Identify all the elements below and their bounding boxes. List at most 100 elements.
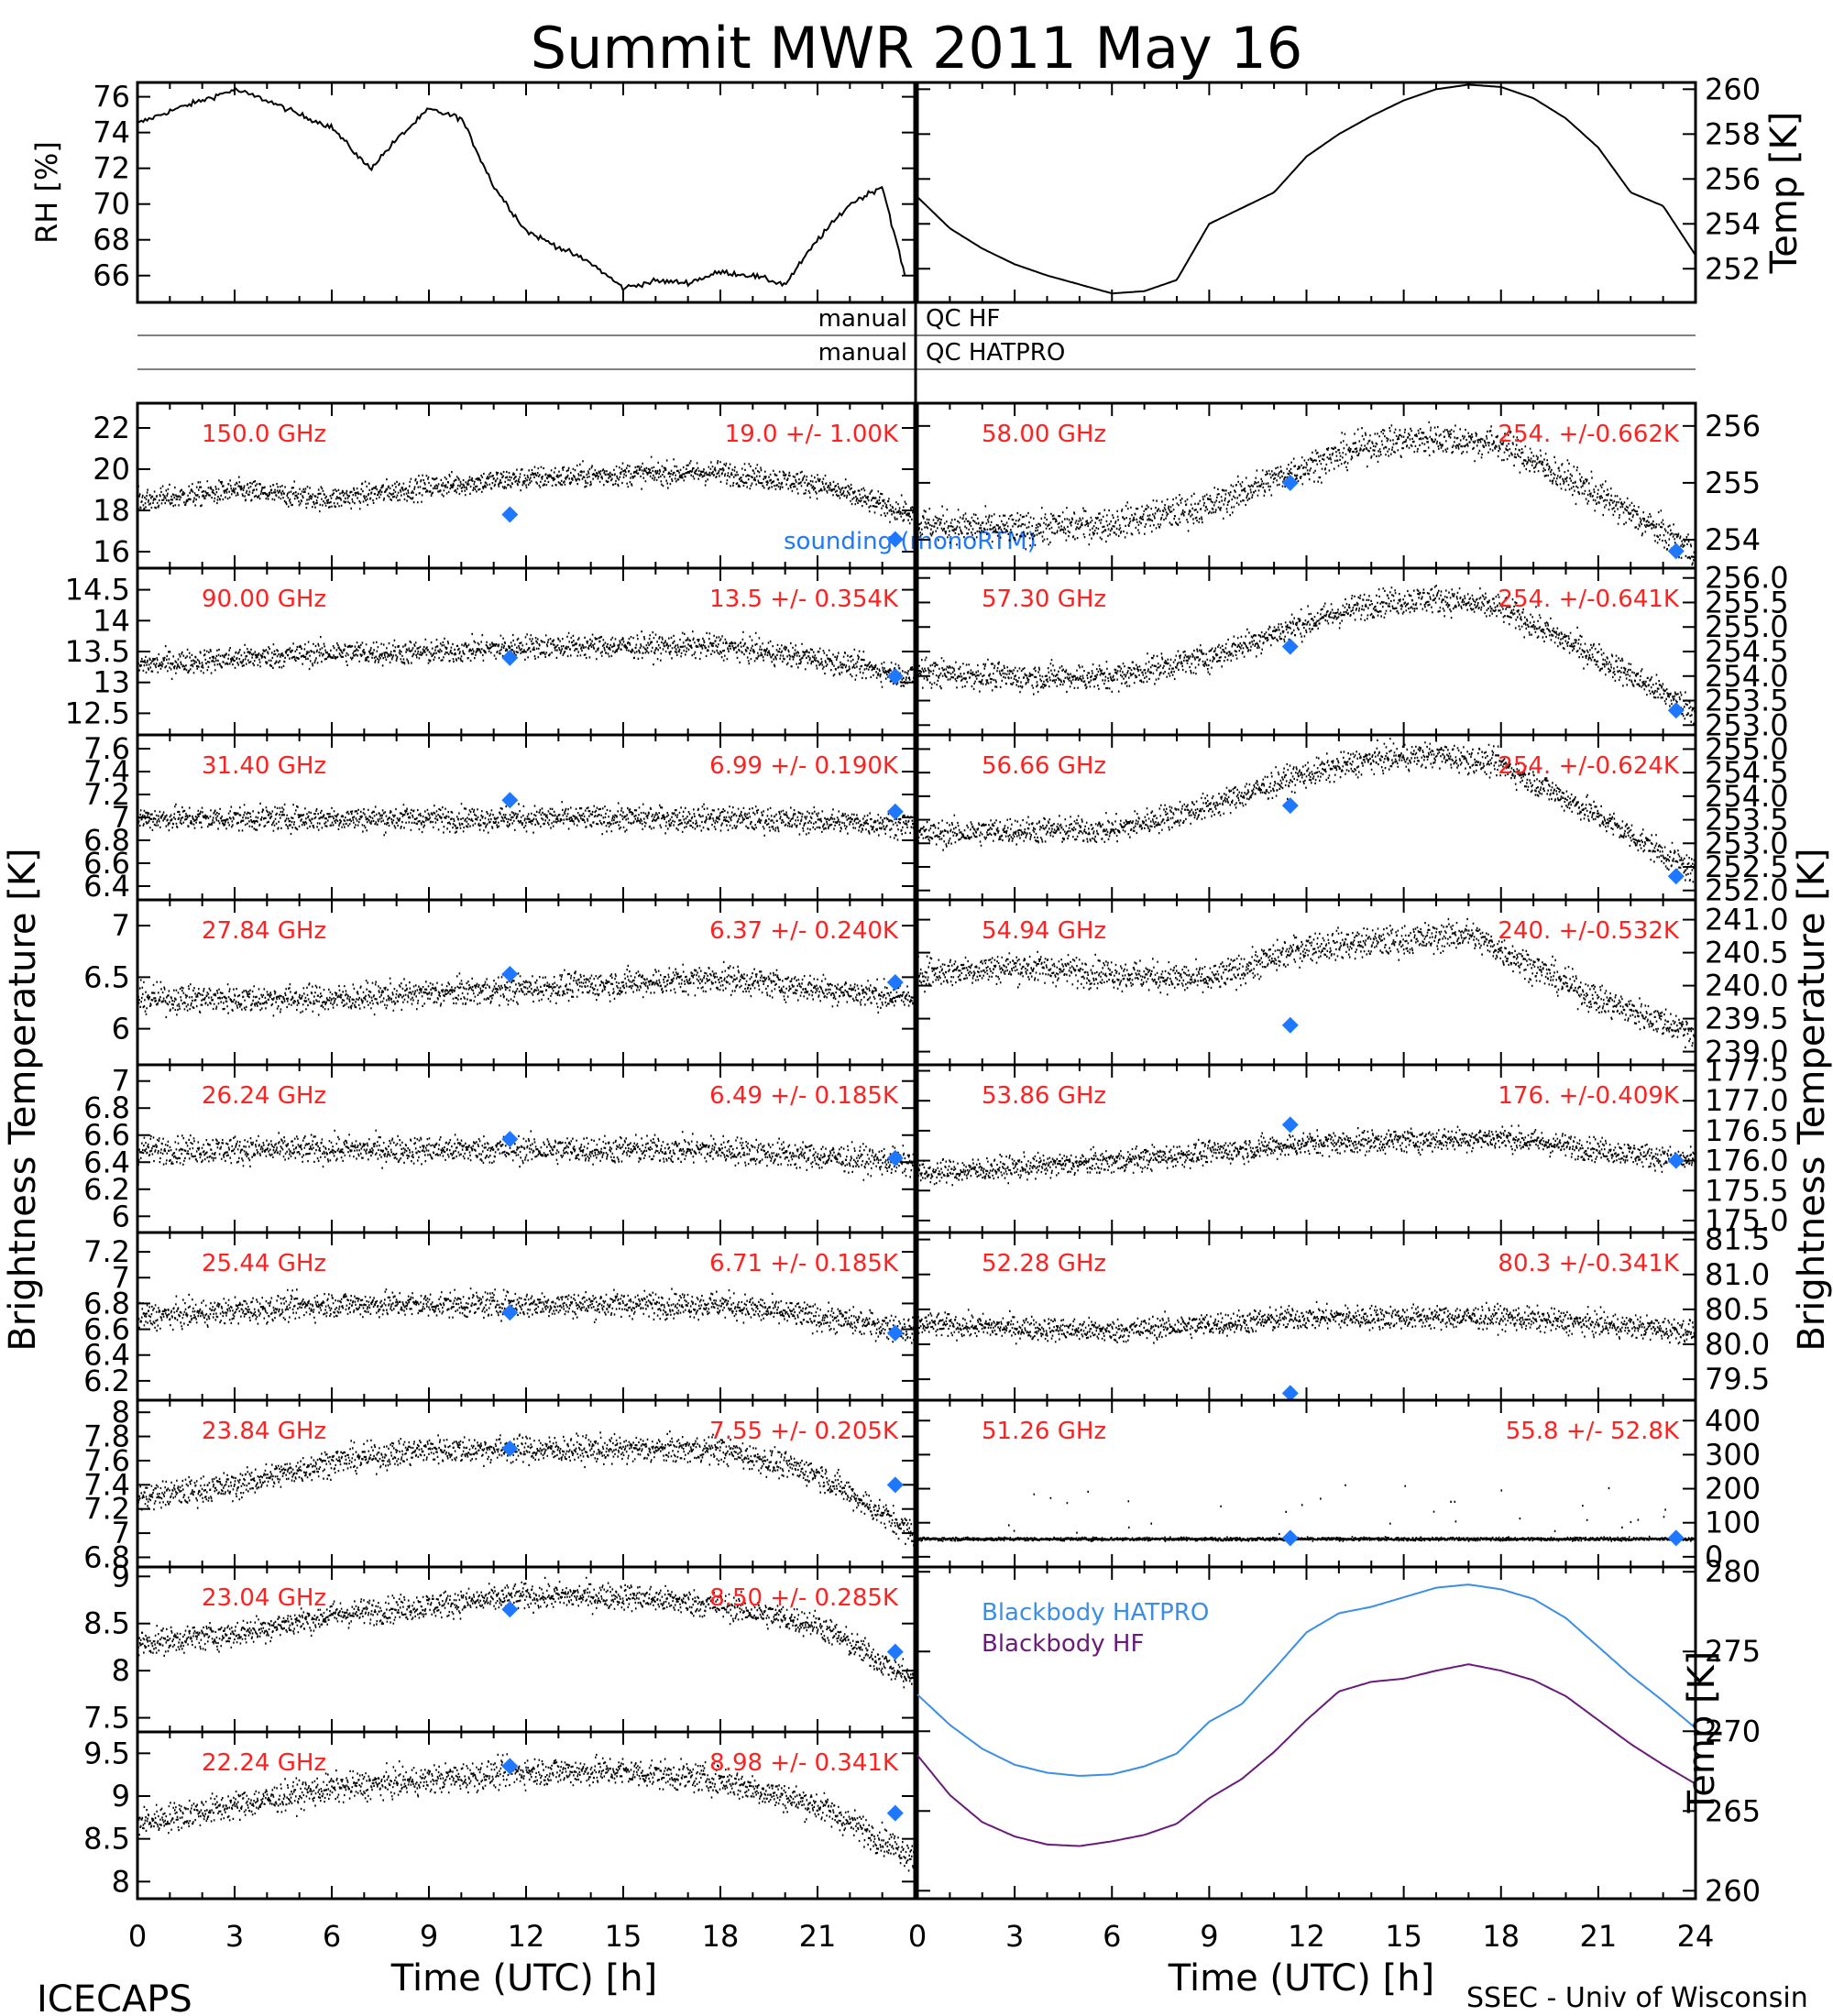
x-tick-label: 0 — [128, 1919, 147, 1954]
y-tick-label: 7.6 — [83, 1443, 130, 1478]
y-tick-label: 6.5 — [83, 959, 130, 994]
y-tick-label: 6.4 — [83, 1338, 130, 1373]
y-tick-label: 253.5 — [1705, 803, 1789, 838]
sounding-marker — [886, 1149, 904, 1167]
y-tick-label: 255 — [1705, 466, 1761, 500]
y-tick-label: 81.5 — [1705, 1222, 1770, 1257]
y-tick-label: 175.0 — [1705, 1203, 1789, 1238]
y-tick-label: 6.6 — [83, 1312, 130, 1347]
y-tick-label: 176.0 — [1705, 1144, 1789, 1178]
sounding-marker — [1667, 702, 1685, 719]
legend-entry: Blackbody HATPRO — [982, 1599, 1209, 1627]
ylabel-temp: Temp [K] — [1763, 112, 1806, 275]
x-tick-label: 18 — [702, 1919, 740, 1954]
freq-label: 57.30 GHz — [982, 586, 1106, 613]
y-tick-label: 256.0 — [1705, 561, 1789, 596]
sounding-marker — [1281, 1385, 1299, 1402]
freq-label: 58.00 GHz — [982, 421, 1106, 448]
x-tick-label: 9 — [420, 1919, 438, 1954]
y-tick-label: 252.5 — [1705, 849, 1789, 884]
y-tick-label: 252 — [1705, 251, 1761, 286]
freq-label: 150.0 GHz — [202, 421, 326, 448]
x-tick-label: 12 — [1288, 1919, 1325, 1954]
y-tick-label: 240.5 — [1705, 936, 1789, 970]
xlabel-left: Time (UTC) [h] — [390, 1957, 657, 2000]
stat-label: 6.71 +/- 0.185K — [709, 1250, 899, 1277]
y-tick-label: 81.0 — [1705, 1257, 1770, 1292]
y-tick-label: 239.5 — [1705, 1002, 1789, 1036]
y-tick-label: 275 — [1705, 1634, 1761, 1669]
sounding-marker — [1667, 542, 1685, 560]
y-tick-label: 7.4 — [83, 1467, 130, 1502]
y-tick-label: 258 — [1705, 116, 1761, 151]
y-tick-label: 6.2 — [83, 1364, 130, 1398]
y-tick-label: 6.4 — [83, 1145, 130, 1179]
y-tick-label: 100 — [1705, 1506, 1761, 1540]
panel-temp — [916, 81, 1697, 304]
freq-label: 23.84 GHz — [202, 1418, 326, 1445]
sounding-marker — [1281, 797, 1299, 815]
y-tick-label: 13 — [93, 665, 130, 700]
x-tick-label: 24 — [1677, 1919, 1715, 1954]
freq-label: 53.86 GHz — [982, 1082, 1106, 1110]
y-tick-label: 253.0 — [1705, 707, 1789, 742]
y-tick-label: 6.8 — [83, 1286, 130, 1320]
y-tick-label: 72 — [93, 151, 130, 186]
y-tick-label: 7.2 — [83, 1234, 130, 1269]
qc-hatpro-right: QC HATPRO — [926, 339, 1065, 367]
sounding-marker — [1281, 1116, 1299, 1134]
y-tick-label: 8 — [112, 1864, 130, 1899]
stat-label: 19.0 +/- 1.00K — [725, 421, 899, 448]
series-points-L4 — [137, 960, 916, 1019]
y-tick-label: 6.6 — [83, 1118, 130, 1153]
y-tick-label: 8 — [112, 1653, 130, 1688]
y-tick-label: 254.5 — [1705, 755, 1789, 790]
series-points-L3 — [137, 801, 916, 841]
series-points-R4 — [916, 917, 1696, 1049]
ylabel-left: Brightness Temperature [K] — [2, 848, 44, 1351]
sounding-marker — [1281, 474, 1299, 491]
sounding-marker — [501, 966, 519, 982]
x-tick-label: 3 — [225, 1919, 244, 1954]
y-tick-label: 66 — [93, 258, 130, 293]
y-tick-label: 18 — [93, 493, 130, 528]
sounding-marker — [501, 649, 519, 666]
series-line-temp — [916, 83, 1696, 295]
qc-hatpro-left: manual — [818, 339, 907, 367]
x-tick-label: 9 — [1200, 1919, 1218, 1954]
stat-label: 8.50 +/- 0.285K — [709, 1584, 899, 1612]
panel-rh — [136, 81, 916, 304]
series-points-R6 — [916, 1300, 1696, 1345]
y-tick-label: 300 — [1705, 1437, 1761, 1472]
series-points-R2 — [916, 585, 1696, 725]
series-points-L1 — [137, 455, 916, 525]
stat-label: 254. +/-0.641K — [1498, 586, 1680, 613]
stat-label: 6.37 +/- 0.240K — [709, 917, 899, 945]
y-tick-label: 254.0 — [1705, 779, 1789, 814]
legend-entry: Blackbody HF — [982, 1630, 1144, 1658]
y-tick-label: 239.0 — [1705, 1035, 1789, 1069]
stat-label: 6.49 +/- 0.185K — [709, 1082, 899, 1110]
qc-hf-left: manual — [818, 305, 907, 333]
x-tick-label: 3 — [1005, 1919, 1024, 1954]
x-tick-label: 15 — [1385, 1919, 1422, 1954]
series-points-L5 — [137, 1129, 916, 1181]
series-points-L8 — [137, 1576, 916, 1689]
sounding-marker — [1281, 1529, 1299, 1547]
y-tick-label: 177.0 — [1705, 1083, 1789, 1118]
series-points-L6 — [137, 1287, 916, 1344]
y-tick-label: 79.5 — [1705, 1362, 1770, 1397]
y-tick-label: 6.2 — [83, 1172, 130, 1207]
footer-right: SSEC - Univ of Wisconsin — [1466, 1982, 1808, 2014]
y-tick-label: 6 — [112, 1012, 130, 1046]
freq-label: 26.24 GHz — [202, 1082, 326, 1110]
y-tick-label: 7 — [112, 1516, 130, 1550]
stat-label: 254. +/-0.624K — [1498, 752, 1680, 780]
sounding-marker — [886, 1643, 904, 1660]
y-tick-label: 7.8 — [83, 1419, 130, 1454]
y-tick-label: 256 — [1705, 409, 1761, 444]
y-tick-label: 20 — [93, 452, 130, 487]
freq-label: 54.94 GHz — [982, 917, 1106, 945]
series-points-L2 — [137, 630, 916, 688]
y-tick-label: 6.8 — [83, 823, 130, 858]
